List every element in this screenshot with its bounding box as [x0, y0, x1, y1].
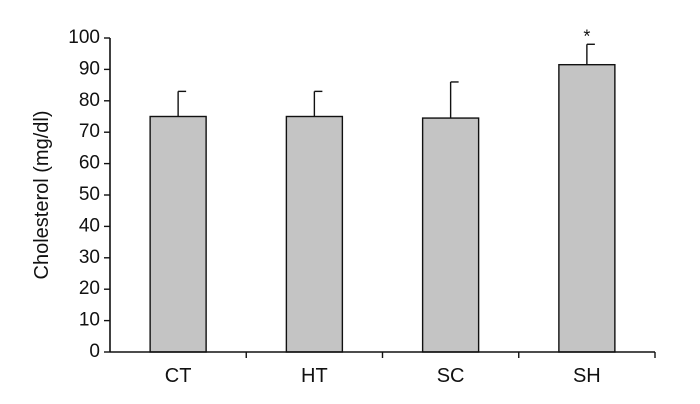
y-tick-label: 10	[79, 310, 100, 331]
x-category-label-sc: SC	[437, 365, 465, 387]
y-tick-label: 50	[79, 184, 100, 205]
bars	[149, 63, 616, 353]
y-tick-label: 60	[79, 153, 100, 174]
error-bars	[177, 43, 595, 119]
y-tick-label: 90	[79, 58, 100, 79]
x-category-label-ht: HT	[301, 365, 328, 387]
y-tick-label: 100	[68, 27, 100, 48]
x-category-label-sh: SH	[573, 365, 601, 387]
y-tick-label: 0	[89, 341, 100, 362]
y-tick-label: 80	[79, 90, 100, 111]
y-axis-title: Cholesterol (mg/dl)	[31, 111, 53, 280]
y-tick-label: 20	[79, 278, 100, 299]
y-tick-label: 40	[79, 215, 100, 236]
y-tick-label: 70	[79, 121, 100, 142]
x-axis-category-labels: CT HT SC SH	[165, 365, 601, 387]
significance-marker: *	[583, 26, 590, 46]
y-axis-ticks	[104, 37, 110, 353]
x-axis-ticks	[245, 352, 656, 358]
x-category-label-ct: CT	[165, 365, 192, 387]
bar-sh	[558, 63, 616, 353]
bar-sc	[421, 117, 480, 353]
annotations: *	[583, 26, 590, 46]
bar-ht	[285, 115, 344, 353]
bar-ct	[149, 115, 207, 353]
y-axis-tick-labels: 0 10 20 30 40 50 60 70 80 90 100	[68, 27, 100, 362]
y-tick-label: 30	[79, 247, 100, 268]
